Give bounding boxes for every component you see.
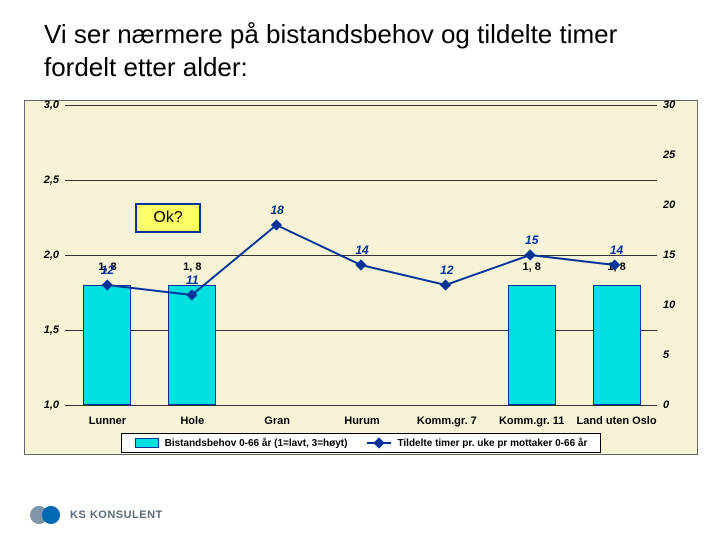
x-category-label: Komm.gr. 11 (490, 415, 574, 427)
line-point-label: 12 (101, 263, 114, 277)
y-left-tick: 1,5 (29, 324, 59, 336)
bar-value-label: 1, 8 (593, 261, 641, 273)
x-category-label: Land uten Oslo (575, 415, 659, 427)
line-swatch-icon (367, 438, 391, 448)
annotation-ok: Ok? (135, 203, 200, 233)
legend-bar: Bistandsbehov 0-66 år (1=lavt, 3=høyt) (135, 438, 348, 449)
bar-value-label: 1, 8 (508, 261, 556, 273)
y-left-tick: 3,0 (29, 99, 59, 111)
bar (508, 285, 556, 405)
line-point-label: 15 (525, 233, 538, 247)
bar (593, 285, 641, 405)
y-left-tick: 1,0 (29, 399, 59, 411)
y-right-tick: 30 (663, 99, 691, 111)
x-category-label: Hole (150, 415, 234, 427)
y-right-tick: 0 (663, 399, 691, 411)
line-point-label: 14 (610, 243, 623, 257)
brand-logo: KS KONSULENT (30, 504, 163, 526)
bar-swatch-icon (135, 438, 159, 448)
y-right-tick: 25 (663, 149, 691, 161)
y-right-tick: 5 (663, 349, 691, 361)
x-category-label: Gran (235, 415, 319, 427)
y-left-tick: 2,0 (29, 249, 59, 261)
line-point-label: 18 (270, 203, 283, 217)
logo-icon (30, 504, 64, 526)
y-right-tick: 20 (663, 199, 691, 211)
bar-value-label: 1, 8 (168, 261, 216, 273)
x-category-label: Hurum (320, 415, 404, 427)
page-title: Vi ser nærmere på bistandsbehov og tilde… (44, 18, 684, 83)
line-point-label: 12 (440, 263, 453, 277)
y-left-tick: 2,5 (29, 174, 59, 186)
legend-line-label: Tildelte timer pr. uke pr mottaker 0-66 … (397, 438, 587, 449)
legend-line: Tildelte timer pr. uke pr mottaker 0-66 … (367, 438, 587, 449)
x-category-label: Lunner (65, 415, 149, 427)
legend: Bistandsbehov 0-66 år (1=lavt, 3=høyt) T… (121, 433, 601, 453)
bar (83, 285, 131, 405)
y-right-tick: 10 (663, 299, 691, 311)
x-category-label: Komm.gr. 7 (405, 415, 489, 427)
legend-bar-label: Bistandsbehov 0-66 år (1=lavt, 3=høyt) (165, 438, 348, 449)
line-point-label: 11 (186, 273, 198, 287)
bar (168, 285, 216, 405)
line-point-label: 14 (355, 243, 368, 257)
chart-area: 1,01,52,02,53,00510152025301, 81, 81, 81… (24, 100, 698, 455)
logo-text: KS KONSULENT (70, 509, 163, 521)
y-right-tick: 15 (663, 249, 691, 261)
